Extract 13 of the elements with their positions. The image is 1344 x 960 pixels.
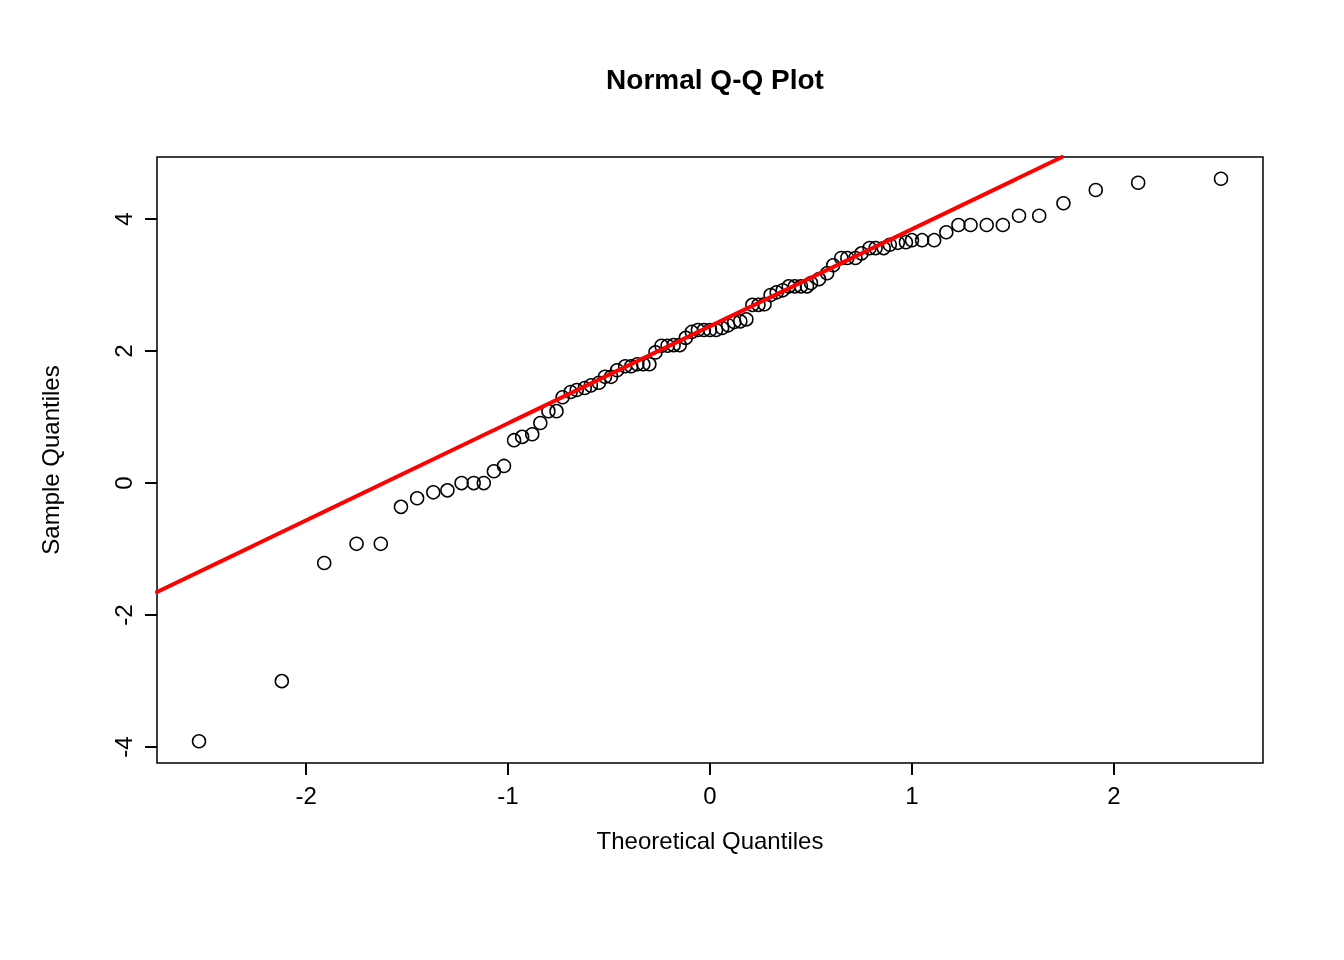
y-tick-label: -4 (109, 736, 137, 758)
y-tick-label: 4 (109, 212, 137, 226)
x-tick-label: 2 (1107, 781, 1121, 809)
y-tick-label: 0 (109, 476, 137, 490)
x-tick-label: -2 (295, 781, 317, 809)
chart-title: Normal Q-Q Plot (606, 63, 824, 95)
x-tick-label: -1 (497, 781, 519, 809)
x-axis-title: Theoretical Quantiles (596, 826, 824, 854)
y-tick-label: 2 (109, 344, 137, 358)
y-tick-label: -2 (109, 604, 137, 626)
y-axis-title: Sample Quantiles (36, 365, 64, 555)
x-tick-label: 1 (905, 781, 919, 809)
x-tick-label: 0 (703, 781, 717, 809)
